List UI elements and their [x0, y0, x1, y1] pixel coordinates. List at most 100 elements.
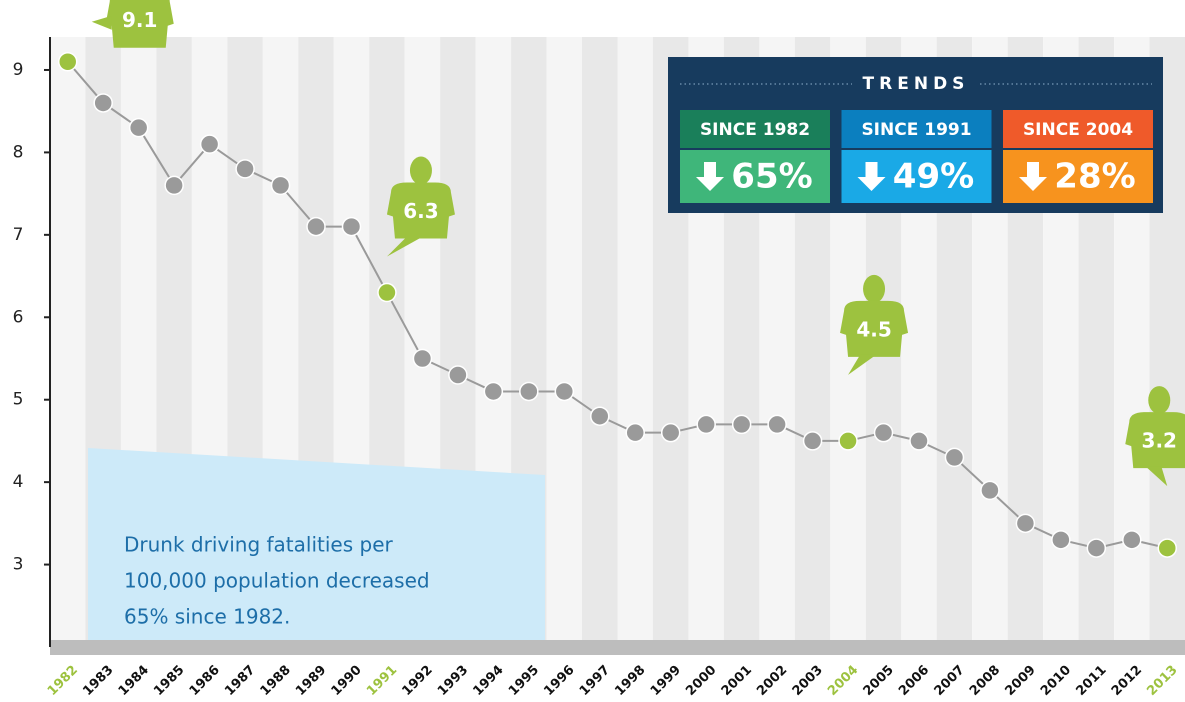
y-tick-label: 9: [13, 60, 24, 80]
data-point: [767, 414, 787, 435]
data-point: [980, 480, 1000, 501]
annotation-line: 65% since 1982.: [124, 605, 290, 629]
data-point: [270, 175, 291, 196]
data-point: [341, 216, 362, 237]
data-point: [377, 282, 397, 303]
x-tick-label: 1983: [80, 663, 116, 699]
trend-value: 49%: [893, 157, 974, 197]
data-point: [838, 431, 858, 451]
x-tick-label: 1988: [258, 663, 294, 699]
data-point: [448, 365, 468, 385]
x-tick-label: 1990: [329, 663, 365, 699]
x-tick-label: 2002: [754, 663, 790, 699]
trend-arrow: [857, 162, 886, 191]
trend-value: 65%: [731, 157, 812, 197]
value-label: 6.3: [403, 199, 438, 223]
trend-label: SINCE 2004: [1023, 120, 1133, 140]
x-tick-label: 2008: [967, 663, 1003, 699]
x-tick-label: 2001: [719, 663, 755, 699]
x-tick-label: 2003: [790, 663, 826, 699]
x-tick-label: 1989: [293, 663, 329, 699]
x-tick-label: 1987: [222, 663, 258, 699]
data-point: [306, 216, 326, 237]
data-point: [483, 381, 504, 402]
x-tick-label: 1999: [648, 663, 684, 699]
trend-label: SINCE 1982: [700, 120, 810, 140]
trend-arrow: [696, 162, 724, 191]
callout-tail: [386, 236, 423, 257]
data-point: [199, 134, 220, 154]
x-tick-label: 2009: [1002, 663, 1038, 699]
data-point: [128, 117, 149, 138]
data-point: [660, 422, 681, 443]
data-point: [554, 381, 575, 402]
data-point: [696, 414, 716, 435]
callout-head: [1148, 386, 1171, 415]
trend-label-bg: [1003, 110, 1153, 148]
callout-tail: [848, 354, 877, 375]
x-tick-label: 2006: [896, 663, 932, 699]
x-tick-label: 1997: [577, 663, 613, 699]
data-point: [1015, 513, 1036, 534]
data-point: [731, 414, 752, 435]
callout-body: [1125, 412, 1185, 469]
y-tick-label: 7: [13, 225, 24, 245]
data-point: [909, 431, 929, 451]
value-label: 4.5: [856, 317, 891, 341]
trends-title: TRENDS: [863, 74, 970, 94]
x-tick-label: 2012: [1109, 663, 1145, 699]
value-label: 9.1: [122, 8, 157, 32]
callout: 3.2: [1125, 386, 1185, 487]
callout-body: [386, 182, 455, 239]
data-point: [1051, 530, 1071, 550]
trend-label: SINCE 1991: [861, 120, 971, 140]
annotation-line: Drunk driving fatalities per: [124, 533, 393, 557]
data-point: [164, 175, 184, 196]
callout: 4.5: [840, 274, 909, 375]
callout-body: [840, 300, 909, 357]
callout: 9.1: [91, 0, 174, 48]
callout-tail: [91, 15, 112, 30]
data-point: [802, 431, 823, 451]
y-tick-label: 3: [13, 555, 24, 575]
callout-head: [409, 156, 432, 185]
y-tick-label: 8: [13, 142, 24, 162]
data-point: [93, 93, 113, 113]
data-point: [235, 159, 255, 179]
x-tick-label: 1991: [364, 663, 400, 699]
band: [582, 37, 618, 640]
data-point: [57, 51, 78, 72]
callout-head: [863, 274, 886, 303]
x-tick-label: 1998: [612, 663, 648, 699]
callout: 6.3: [386, 156, 455, 257]
x-axis-strip: [50, 640, 1185, 655]
x-tick-label: 1984: [116, 663, 152, 699]
band: [50, 37, 86, 640]
x-tick-label: 2010: [1038, 663, 1074, 699]
x-tick-label: 2000: [683, 663, 719, 699]
data-point: [412, 348, 433, 369]
value-label: 3.2: [1142, 429, 1177, 453]
y-tick-label: 5: [13, 390, 24, 410]
trends-panel: TRENDS SINCE 1982 65% SINCE 1991 49% SINCE 2…: [668, 57, 1163, 213]
trend-value: 28%: [1054, 157, 1135, 197]
x-tick-label: 1985: [151, 663, 187, 699]
data-point: [519, 381, 539, 402]
band: [546, 37, 583, 640]
x-tick-label: 1986: [187, 663, 223, 699]
x-tick-label: 2005: [861, 663, 897, 699]
callout-body: [105, 0, 174, 48]
trend-arrow: [1019, 162, 1047, 191]
y-tick-label: 4: [13, 472, 24, 492]
data-point: [944, 447, 965, 468]
x-tick-label: 1994: [470, 663, 506, 699]
x-tick-label: 2004: [825, 663, 861, 699]
data-point: [590, 406, 610, 426]
trend-label-bg: [680, 110, 830, 148]
x-tick-label: 2013: [1144, 663, 1180, 699]
data-point: [1122, 530, 1142, 550]
data-point: [873, 422, 894, 443]
annotation-box: [88, 448, 545, 640]
x-tick-label: 2011: [1073, 663, 1109, 699]
